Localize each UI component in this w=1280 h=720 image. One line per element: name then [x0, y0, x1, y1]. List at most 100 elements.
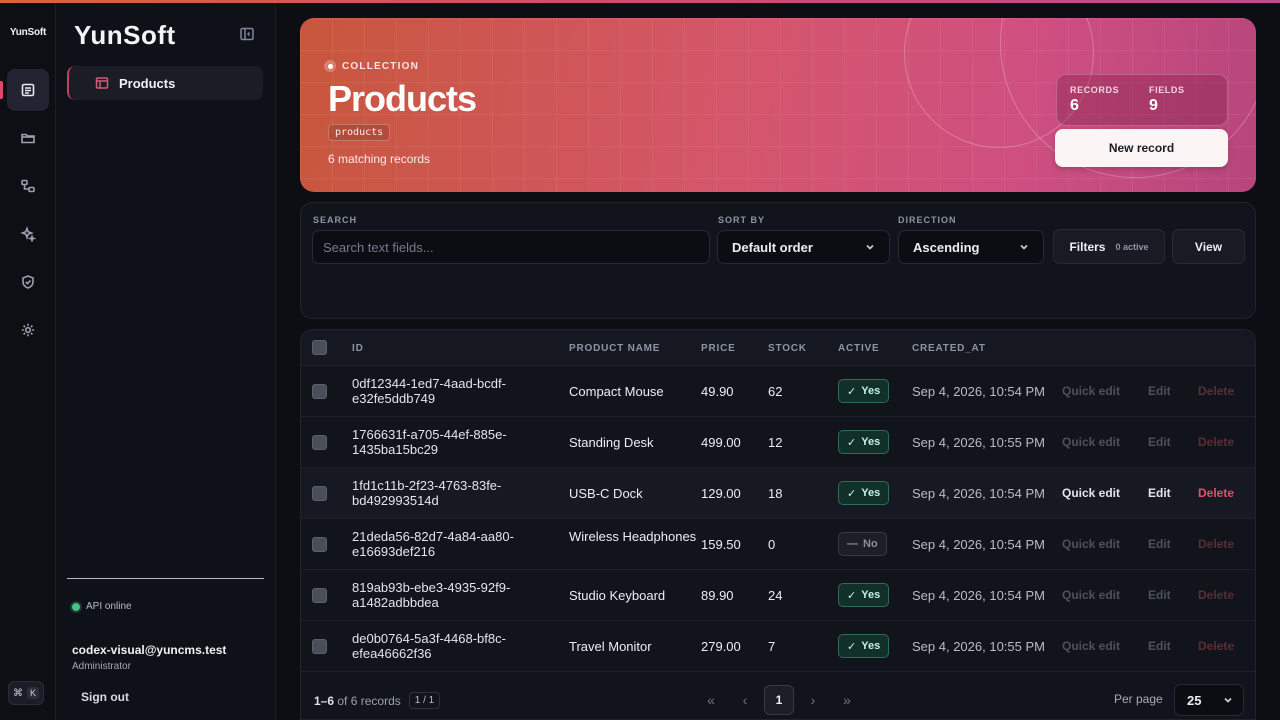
- record-id-line: 1766631f-a705-44ef-885e-: [352, 427, 507, 442]
- quick-edit-button[interactable]: Quick edit: [1062, 486, 1121, 500]
- price: 89.90: [701, 588, 734, 603]
- sidebar-item-products[interactable]: Products: [67, 66, 263, 100]
- filters-label: Filters: [1069, 239, 1106, 254]
- per-page-select[interactable]: 25: [1174, 684, 1244, 716]
- row-checkbox[interactable]: [312, 588, 327, 603]
- table-row[interactable]: 1fd1c11b-2f23-4763-83fe- bd492993514d US…: [301, 468, 1255, 519]
- new-record-button[interactable]: New record: [1055, 129, 1228, 167]
- edit-button[interactable]: Edit: [1148, 537, 1171, 551]
- column-header-price[interactable]: PRICE: [701, 343, 736, 354]
- logo: YunSoft: [74, 20, 176, 50]
- delete-button[interactable]: Delete: [1198, 588, 1235, 602]
- active-badge: ✓ Yes: [838, 430, 890, 454]
- delete-button[interactable]: Delete: [1198, 537, 1235, 551]
- active-badge: ✓ Yes: [838, 481, 890, 505]
- delete-button[interactable]: Delete: [1198, 384, 1235, 398]
- delete-button[interactable]: Delete: [1198, 486, 1235, 500]
- range-text: 1–6: [314, 693, 335, 708]
- eyebrow-label: COLLECTION: [342, 60, 419, 72]
- row-checkbox[interactable]: [312, 486, 327, 501]
- column-header-stock[interactable]: STOCK: [768, 343, 807, 354]
- delete-button[interactable]: Delete: [1198, 639, 1235, 653]
- command-palette-shortcut[interactable]: ⌘ K: [8, 681, 44, 705]
- table-row[interactable]: 0df12344-1ed7-4aad-bcdf- e32fe5ddb749 Co…: [301, 366, 1255, 417]
- record-id-line: 0df12344-1ed7-4aad-bcdf-: [352, 376, 506, 391]
- per-page-value: 25: [1187, 692, 1202, 708]
- select-all-checkbox[interactable]: [312, 340, 327, 355]
- rail-settings-button[interactable]: [7, 309, 49, 351]
- delete-button[interactable]: Delete: [1198, 435, 1235, 449]
- rail-ai-button[interactable]: [7, 213, 49, 255]
- stat-label: FIELDS: [1149, 85, 1185, 95]
- price: 499.00: [701, 435, 741, 450]
- collapse-sidebar-button[interactable]: [240, 27, 256, 41]
- record-id[interactable]: de0b0764-5a3f-4468-bf8c- efea46662f36: [352, 631, 552, 661]
- check-icon: ✓: [847, 385, 857, 398]
- direction-label: DIRECTION: [898, 215, 957, 225]
- page-1-button[interactable]: 1: [764, 685, 794, 715]
- sort-select[interactable]: Default order: [717, 230, 890, 264]
- sort-label: SORT BY: [718, 215, 766, 225]
- created-at: Sep 4, 2026, 10:54 PM: [912, 486, 1045, 501]
- rail-collections-button[interactable]: [0, 69, 49, 111]
- column-header-id[interactable]: ID: [352, 343, 364, 354]
- product-name: Wireless Headphones: [569, 529, 697, 544]
- row-checkbox[interactable]: [312, 435, 327, 450]
- record-id-line: 21deda56-82d7-4a84-aa80-: [352, 529, 514, 544]
- record-id[interactable]: 0df12344-1ed7-4aad-bcdf- e32fe5ddb749: [352, 376, 552, 406]
- k-key: K: [26, 687, 39, 699]
- collection-stats: RECORDS 6 FIELDS 9: [1056, 74, 1228, 126]
- view-button[interactable]: View: [1172, 229, 1245, 264]
- sidebar-item-label: Products: [119, 75, 176, 91]
- table-row[interactable]: 819ab93b-ebe3-4935-92f9- a1482adbbdea St…: [301, 570, 1255, 621]
- column-header-product-name[interactable]: PRODUCT NAME: [569, 343, 661, 354]
- first-page-button[interactable]: «: [696, 685, 726, 715]
- search-input[interactable]: Search text fields...: [312, 230, 710, 264]
- table-row[interactable]: 1766631f-a705-44ef-885e- 1435ba15bc29 St…: [301, 417, 1255, 468]
- edit-button[interactable]: Edit: [1148, 486, 1171, 500]
- price: 159.50: [701, 537, 741, 552]
- price: 49.90: [701, 384, 734, 399]
- command-key: ⌘: [12, 687, 23, 699]
- quick-edit-button[interactable]: Quick edit: [1062, 588, 1121, 602]
- row-checkbox[interactable]: [312, 639, 327, 654]
- stat-label: RECORDS: [1070, 85, 1120, 95]
- product-name: USB-C Dock: [569, 486, 643, 501]
- record-id[interactable]: 819ab93b-ebe3-4935-92f9- a1482adbbdea: [352, 580, 552, 610]
- rail-files-button[interactable]: [7, 117, 49, 159]
- sign-out-button[interactable]: Sign out: [81, 690, 129, 704]
- table-row[interactable]: de0b0764-5a3f-4468-bf8c- efea46662f36 Tr…: [301, 621, 1255, 672]
- edit-button[interactable]: Edit: [1148, 435, 1171, 449]
- quick-edit-button[interactable]: Quick edit: [1062, 435, 1121, 449]
- edit-button[interactable]: Edit: [1148, 384, 1171, 398]
- prev-page-button[interactable]: ‹: [730, 685, 760, 715]
- row-checkbox[interactable]: [312, 537, 327, 552]
- rail-relations-button[interactable]: [7, 165, 49, 207]
- record-id-line: e32fe5ddb749: [352, 391, 436, 406]
- stat-fields: FIELDS 9: [1149, 85, 1185, 115]
- quick-edit-button[interactable]: Quick edit: [1062, 384, 1121, 398]
- active-value: Yes: [861, 589, 881, 601]
- column-header-created-at[interactable]: CREATED_AT: [912, 343, 986, 354]
- edit-button[interactable]: Edit: [1148, 639, 1171, 653]
- quick-edit-button[interactable]: Quick edit: [1062, 537, 1121, 551]
- rail-security-button[interactable]: [7, 261, 49, 303]
- next-page-button[interactable]: ›: [798, 685, 828, 715]
- row-checkbox[interactable]: [312, 384, 327, 399]
- record-id[interactable]: 1fd1c11b-2f23-4763-83fe- bd492993514d: [352, 478, 552, 508]
- quick-edit-button[interactable]: Quick edit: [1062, 639, 1121, 653]
- table-row[interactable]: 21deda56-82d7-4a84-aa80- e16693def216 Wi…: [301, 519, 1255, 570]
- last-page-button[interactable]: »: [832, 685, 862, 715]
- page-title: Products: [328, 78, 477, 119]
- direction-select[interactable]: Ascending: [898, 230, 1044, 264]
- edit-button[interactable]: Edit: [1148, 588, 1171, 602]
- filters-button[interactable]: Filters 0 active: [1053, 229, 1165, 264]
- record-id[interactable]: 1766631f-a705-44ef-885e- 1435ba15bc29: [352, 427, 552, 457]
- check-icon: ✓: [847, 640, 857, 653]
- stock: 7: [768, 639, 776, 654]
- record-id[interactable]: 21deda56-82d7-4a84-aa80- e16693def216: [352, 529, 552, 559]
- record-id-line: 819ab93b-ebe3-4935-92f9-: [352, 580, 511, 595]
- stock: 18: [768, 486, 783, 501]
- filters-active-badge: 0 active: [1115, 241, 1149, 252]
- column-header-active[interactable]: ACTIVE: [838, 343, 880, 354]
